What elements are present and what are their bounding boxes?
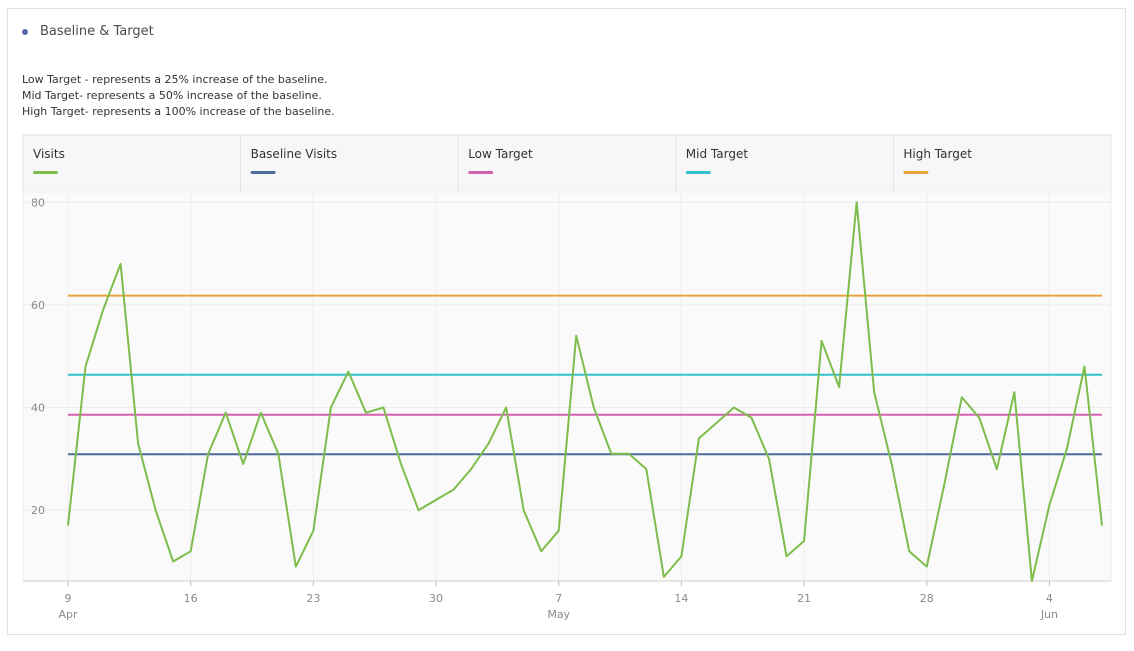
legend-label: High Target — [903, 147, 972, 161]
series-line — [67, 201, 1103, 582]
legend-swatch — [33, 171, 58, 174]
description-line: Mid Target- represents a 50% increase of… — [22, 89, 322, 102]
chart-title: Baseline & Target — [40, 24, 154, 39]
x-tick-label: 28 — [920, 592, 934, 605]
y-tick-label: 60 — [31, 299, 45, 312]
y-tick-label: 20 — [31, 504, 45, 517]
legend-swatch — [903, 171, 929, 174]
x-tick-label: 9 Apr — [58, 592, 78, 621]
x-tick-label: 30 — [429, 592, 443, 605]
card-header: Baseline & Target — [22, 24, 154, 39]
x-tick-label: 4 Jun — [1040, 592, 1058, 621]
legend-swatch — [685, 171, 711, 174]
description-line: High Target- represents a 100% increase … — [22, 105, 335, 118]
x-tick-label: 21 — [797, 592, 811, 605]
x-tick-label: 16 — [184, 592, 198, 605]
legend-label: Low Target — [468, 147, 533, 161]
y-tick-label: 40 — [31, 402, 45, 415]
x-tick-label: 7 May — [547, 592, 570, 621]
legend-label: Mid Target — [686, 147, 749, 161]
card — [7, 8, 1126, 635]
legend-label: Baseline Visits — [251, 147, 338, 161]
plot-background — [22, 191, 1112, 582]
description-line: Low Target - represents a 25% increase o… — [22, 73, 328, 86]
description: Low Target - represents a 25% increase o… — [22, 72, 335, 120]
x-tick-label: 23 — [306, 592, 320, 605]
legend-swatch — [468, 171, 494, 174]
x-tick-label: 14 — [674, 592, 688, 605]
y-tick-label: 80 — [31, 196, 45, 209]
title-dot — [22, 28, 28, 35]
legend-swatch — [250, 171, 276, 174]
legend-label: Visits — [33, 147, 65, 161]
legend-background — [22, 134, 1112, 193]
